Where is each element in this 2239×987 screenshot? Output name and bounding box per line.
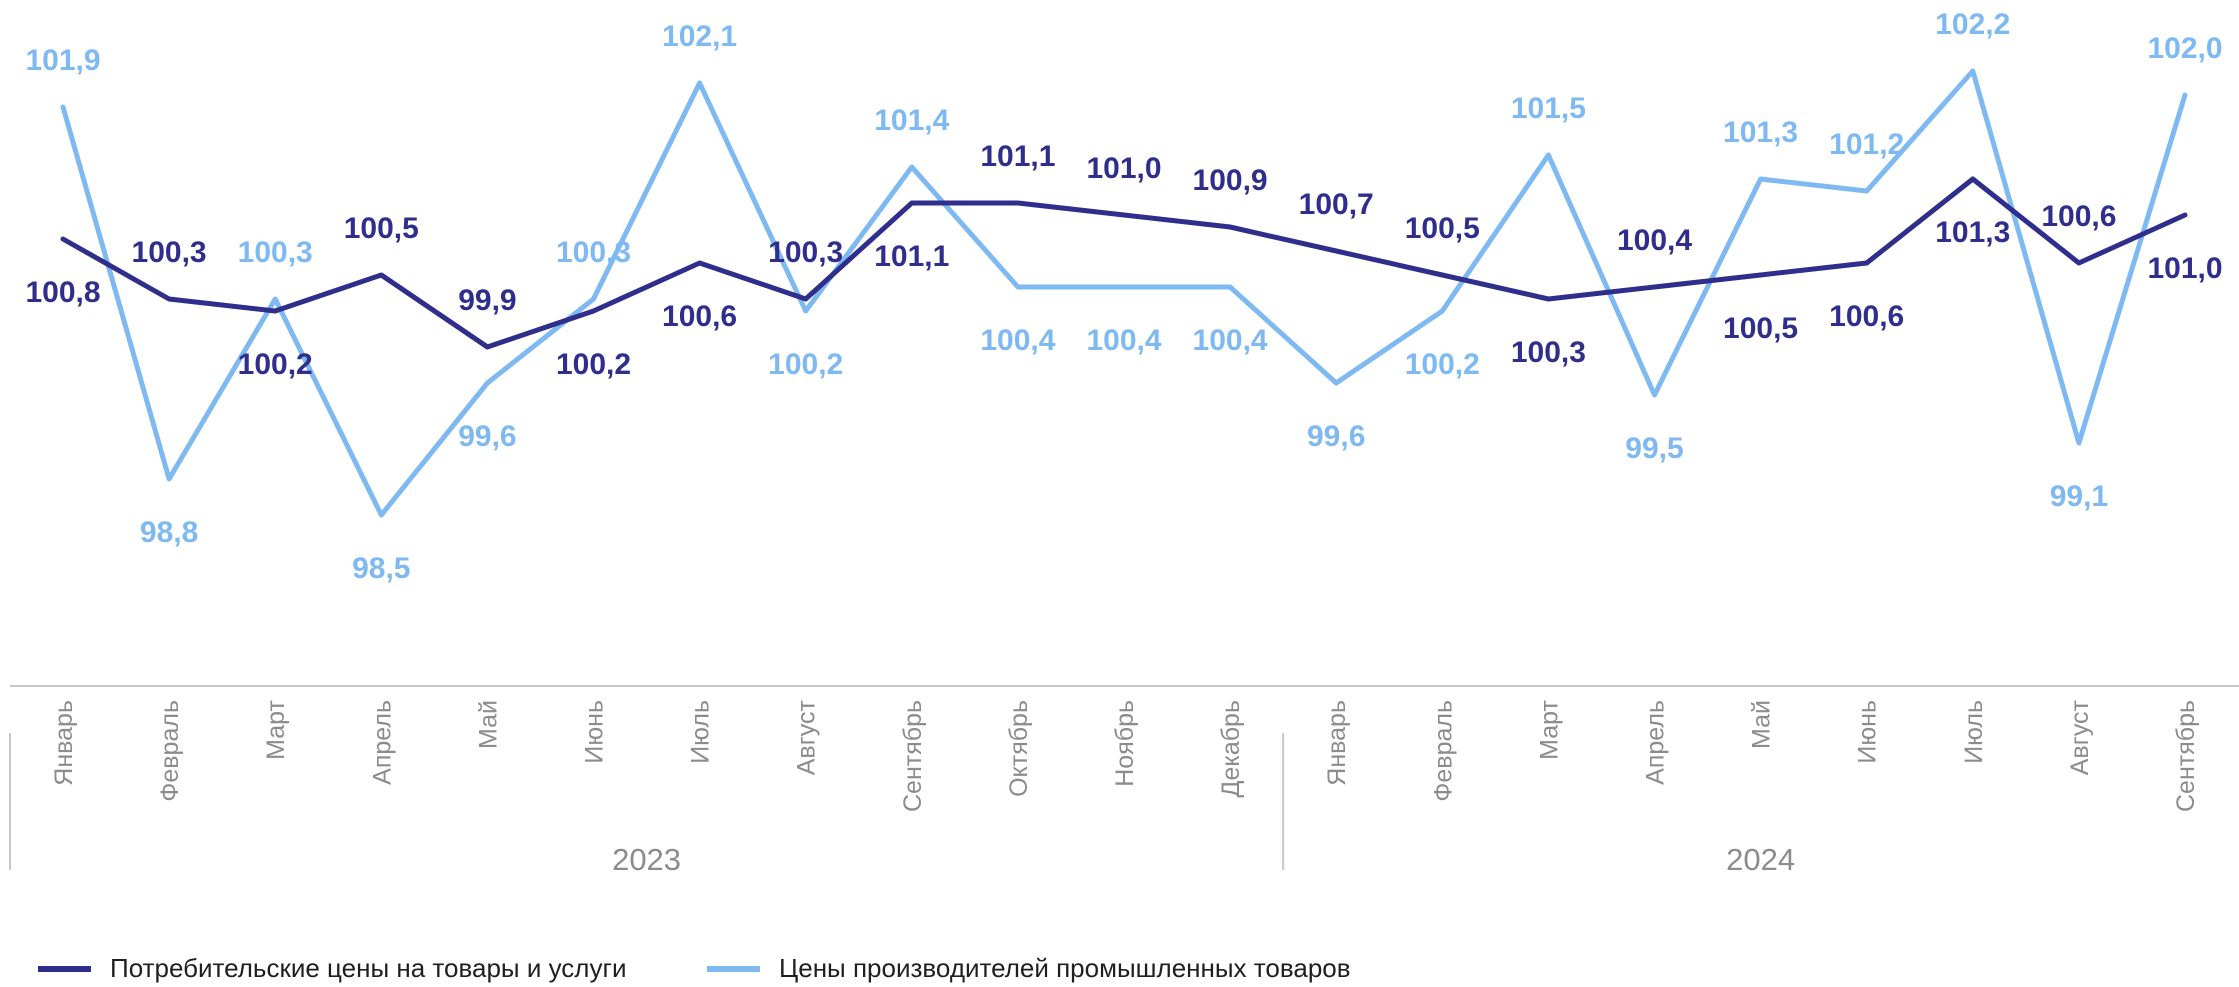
- producer-data-label: 100,4: [1086, 324, 1161, 357]
- consumer-data-label: 101,0: [2147, 252, 2222, 285]
- x-tick-label: Февраль: [156, 700, 184, 802]
- producer-data-label: 98,8: [140, 516, 198, 549]
- producer-data-label: 99,5: [1625, 432, 1683, 465]
- producer-data-label: 100,4: [1193, 324, 1268, 357]
- producer-data-label: 101,9: [25, 44, 100, 77]
- consumer-data-label: 100,6: [2041, 200, 2116, 233]
- x-tick-label: Май: [1748, 700, 1776, 749]
- consumer-data-label: 100,2: [556, 348, 631, 381]
- consumer-data-label: 101,3: [1935, 216, 2010, 249]
- x-tick-label: Февраль: [1429, 700, 1457, 802]
- producer-data-label: 99,1: [2050, 480, 2108, 513]
- consumer-data-label: 100,4: [1617, 224, 1692, 257]
- consumer-data-label: 100,6: [1829, 300, 1904, 333]
- consumer-data-label: 100,9: [1193, 164, 1268, 197]
- x-tick-label: Декабрь: [1217, 700, 1245, 797]
- year-label: 2024: [1726, 842, 1795, 877]
- series-lines: [60, 68, 2188, 518]
- producer-data-label: 98,5: [352, 552, 410, 585]
- producer-data-label: 100,2: [768, 348, 843, 381]
- year-label: 2023: [612, 842, 681, 877]
- consumer-data-label: 100,6: [662, 300, 737, 333]
- line-chart: 2023 2024 Январь Февраль Март Апрель Май Июнь И…: [9, 8, 2239, 877]
- consumer-price-line: [60, 176, 2188, 350]
- legend-swatch-producer: [707, 965, 760, 972]
- x-tick-label: Август: [2066, 699, 2094, 775]
- x-tick-label: Октябрь: [1005, 700, 1033, 797]
- producer-data-label: 102,2: [1935, 8, 2010, 41]
- consumer-data-label: 99,9: [458, 284, 516, 317]
- x-tick-label: Апрель: [368, 700, 396, 785]
- legend-label-producer: Цены производителей промышленных товаров: [779, 953, 1351, 983]
- producer-data-label: 101,5: [1511, 92, 1586, 125]
- consumer-data-label: 101,0: [1086, 152, 1161, 185]
- x-tick-label: Июнь: [1854, 700, 1882, 764]
- year-groups: 2023 2024: [9, 733, 1795, 877]
- producer-data-label: 99,6: [458, 420, 516, 453]
- consumer-data-label: 100,5: [344, 212, 419, 245]
- producer-data-label: 101,2: [1829, 128, 1904, 161]
- consumer-data-label: 100,3: [768, 236, 843, 269]
- x-tick-label: Апрель: [1642, 700, 1670, 785]
- consumer-data-label: 101,1: [980, 140, 1055, 173]
- data-labels: 100,8 100,3 100,2 100,5 99,9 100,2 100,6 100,3 1…: [25, 8, 2222, 585]
- consumer-data-label: 100,3: [1511, 336, 1586, 369]
- x-tick-labels: Январь Февраль Март Апрель Май Июнь Июль Август…: [50, 699, 2200, 812]
- consumer-data-label: 100,8: [25, 276, 100, 309]
- producer-data-label: 102,0: [2147, 32, 2222, 65]
- producer-data-label: 101,3: [1723, 116, 1798, 149]
- x-tick-label: Июль: [1960, 700, 1988, 764]
- x-tick-label: Март: [262, 699, 290, 759]
- producer-price-line: [60, 68, 2188, 518]
- legend-item-producer: Цены производителей промышленных товаров: [707, 953, 1351, 984]
- producer-data-label: 101,4: [874, 104, 949, 137]
- x-tick-label: Март: [1535, 699, 1563, 759]
- x-tick-label: Январь: [1323, 700, 1351, 786]
- x-tick-label: Январь: [50, 700, 78, 786]
- legend-swatch-consumer: [38, 965, 91, 972]
- consumer-data-label: 100,3: [132, 236, 207, 269]
- consumer-data-label: 101,1: [874, 240, 949, 273]
- x-tick-label: Сентябрь: [899, 700, 927, 812]
- producer-data-label: 100,3: [238, 236, 313, 269]
- x-tick-label: Август: [793, 699, 821, 775]
- legend-item-consumer: Потребительские цены на товары и услуги: [38, 953, 626, 984]
- x-tick-label: Сентябрь: [2172, 700, 2200, 812]
- x-tick-label: Май: [474, 700, 502, 749]
- legend-label-consumer: Потребительские цены на товары и услуги: [110, 953, 627, 983]
- producer-data-label: 102,1: [662, 20, 737, 53]
- consumer-data-label: 100,7: [1299, 188, 1374, 221]
- x-tick-label: Ноябрь: [1111, 700, 1139, 787]
- producer-data-label: 99,6: [1307, 420, 1365, 453]
- producer-data-label: 100,4: [980, 324, 1055, 357]
- producer-data-label: 100,3: [556, 236, 631, 269]
- producer-data-label: 100,2: [1405, 348, 1480, 381]
- legend: Потребительские цены на товары и услуги …: [0, 953, 2239, 987]
- consumer-data-label: 100,5: [1723, 312, 1798, 345]
- x-tick-label: Июль: [687, 700, 715, 764]
- consumer-data-label: 100,5: [1405, 212, 1480, 245]
- consumer-data-label: 100,2: [238, 348, 313, 381]
- x-tick-label: Июнь: [581, 700, 609, 764]
